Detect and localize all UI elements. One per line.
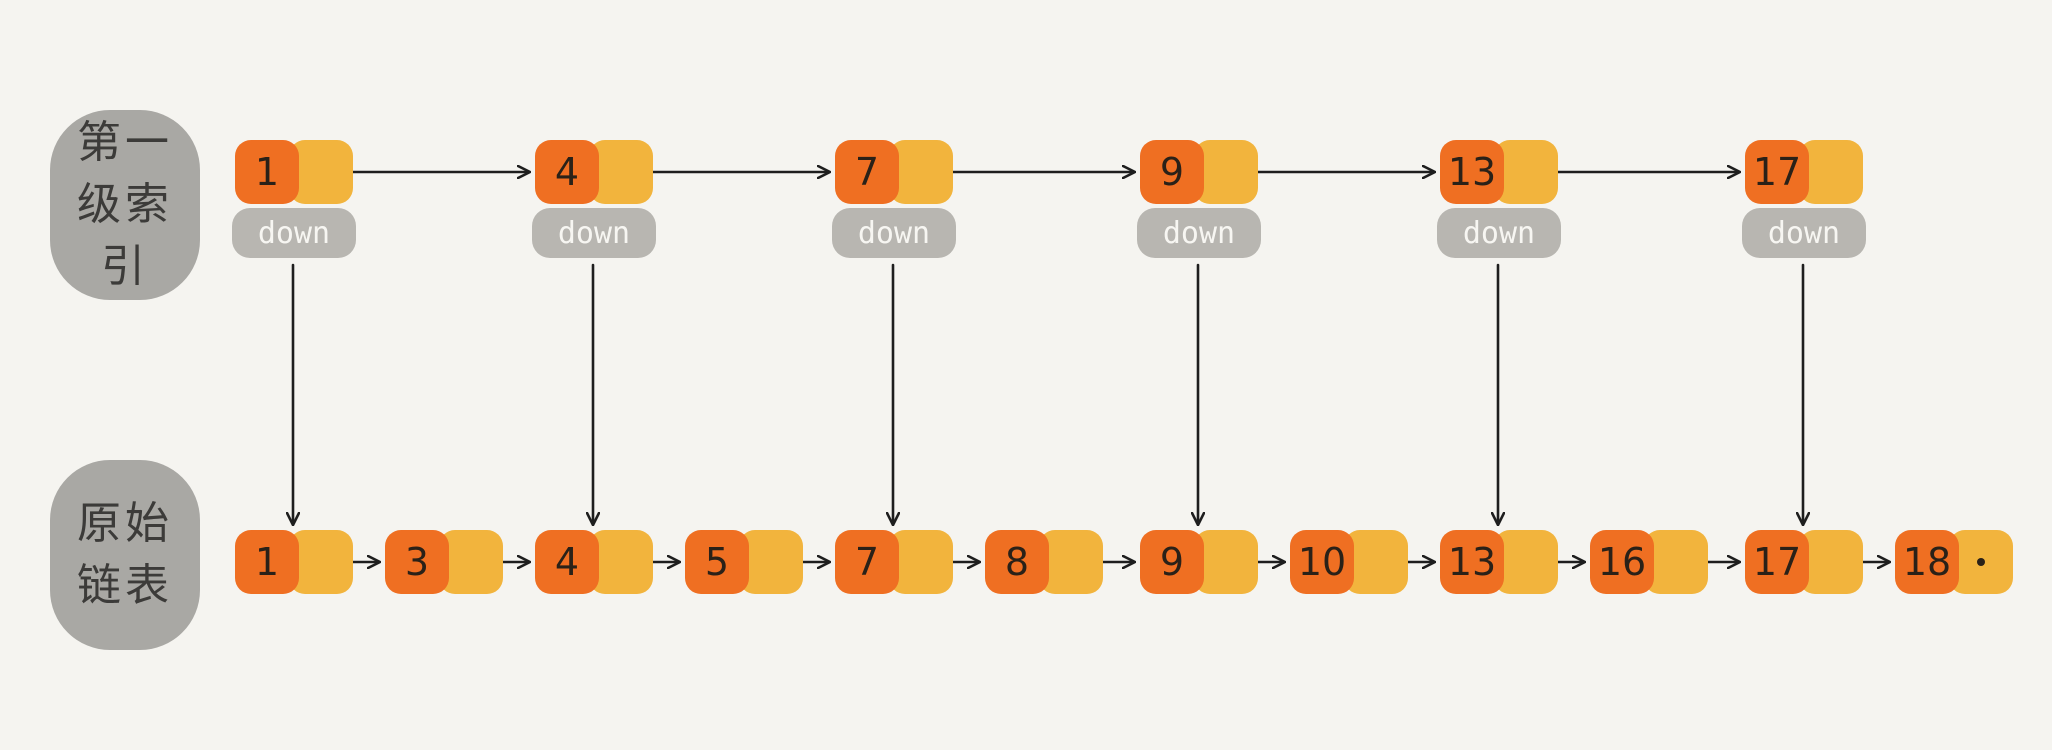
index-level-label-text: 第一级索引 bbox=[77, 117, 173, 292]
list-node-9-next-pointer bbox=[1194, 530, 1258, 594]
null-pointer-dot bbox=[1977, 558, 1985, 566]
list-node-7: 7 bbox=[835, 530, 953, 594]
index-node-4-key: 4 bbox=[535, 140, 599, 204]
index-node-13-next-pointer bbox=[1494, 140, 1558, 204]
index-node-9-key: 9 bbox=[1140, 140, 1204, 204]
index-node-17-next-pointer bbox=[1799, 140, 1863, 204]
down-pointer-label: down bbox=[1437, 208, 1561, 258]
index-node-1: 1 bbox=[235, 140, 353, 204]
list-node-4: 4 bbox=[535, 530, 653, 594]
index-level-label: 第一级索引 bbox=[50, 110, 200, 300]
list-node-8: 8 bbox=[985, 530, 1103, 594]
down-pointer-label: down bbox=[832, 208, 956, 258]
list-node-16-key: 16 bbox=[1590, 530, 1654, 594]
index-node-4-next-pointer bbox=[589, 140, 653, 204]
list-node-18-key: 18 bbox=[1895, 530, 1959, 594]
index-node-4: 4 bbox=[535, 140, 653, 204]
index-node-9-next-pointer bbox=[1194, 140, 1258, 204]
list-node-4-next-pointer bbox=[589, 530, 653, 594]
down-pointer-label: down bbox=[1137, 208, 1261, 258]
list-node-16-next-pointer bbox=[1644, 530, 1708, 594]
original-list-label-text: 原始链表 bbox=[77, 498, 173, 611]
list-node-1-key: 1 bbox=[235, 530, 299, 594]
list-node-5-next-pointer bbox=[739, 530, 803, 594]
list-node-17: 17 bbox=[1745, 530, 1863, 594]
list-node-3: 3 bbox=[385, 530, 503, 594]
index-node-1-key: 1 bbox=[235, 140, 299, 204]
list-node-13-key: 13 bbox=[1440, 530, 1504, 594]
list-node-1-next-pointer bbox=[289, 530, 353, 594]
down-pointer-label: down bbox=[532, 208, 656, 258]
index-node-1-next-pointer bbox=[289, 140, 353, 204]
index-node-7: 7 bbox=[835, 140, 953, 204]
list-node-18: 18 bbox=[1895, 530, 2013, 594]
list-node-5-key: 5 bbox=[685, 530, 749, 594]
list-node-5: 5 bbox=[685, 530, 803, 594]
original-list-label: 原始链表 bbox=[50, 460, 200, 650]
list-node-10-next-pointer bbox=[1344, 530, 1408, 594]
down-pointer-label: down bbox=[232, 208, 356, 258]
list-node-8-key: 8 bbox=[985, 530, 1049, 594]
list-node-17-key: 17 bbox=[1745, 530, 1809, 594]
index-node-7-key: 7 bbox=[835, 140, 899, 204]
index-node-9: 9 bbox=[1140, 140, 1258, 204]
list-node-10: 10 bbox=[1290, 530, 1408, 594]
list-node-7-key: 7 bbox=[835, 530, 899, 594]
list-node-3-key: 3 bbox=[385, 530, 449, 594]
list-node-4-key: 4 bbox=[535, 530, 599, 594]
list-node-18-next-pointer bbox=[1949, 530, 2013, 594]
list-node-9-key: 9 bbox=[1140, 530, 1204, 594]
index-node-7-next-pointer bbox=[889, 140, 953, 204]
index-node-13: 13 bbox=[1440, 140, 1558, 204]
list-node-10-key: 10 bbox=[1290, 530, 1354, 594]
index-node-13-key: 13 bbox=[1440, 140, 1504, 204]
list-node-17-next-pointer bbox=[1799, 530, 1863, 594]
list-node-9: 9 bbox=[1140, 530, 1258, 594]
index-node-17: 17 bbox=[1745, 140, 1863, 204]
list-node-13: 13 bbox=[1440, 530, 1558, 594]
list-node-3-next-pointer bbox=[439, 530, 503, 594]
list-node-16: 16 bbox=[1590, 530, 1708, 594]
list-node-13-next-pointer bbox=[1494, 530, 1558, 594]
index-node-17-key: 17 bbox=[1745, 140, 1809, 204]
list-node-1: 1 bbox=[235, 530, 353, 594]
down-pointer-label: down bbox=[1742, 208, 1866, 258]
list-node-7-next-pointer bbox=[889, 530, 953, 594]
list-node-8-next-pointer bbox=[1039, 530, 1103, 594]
